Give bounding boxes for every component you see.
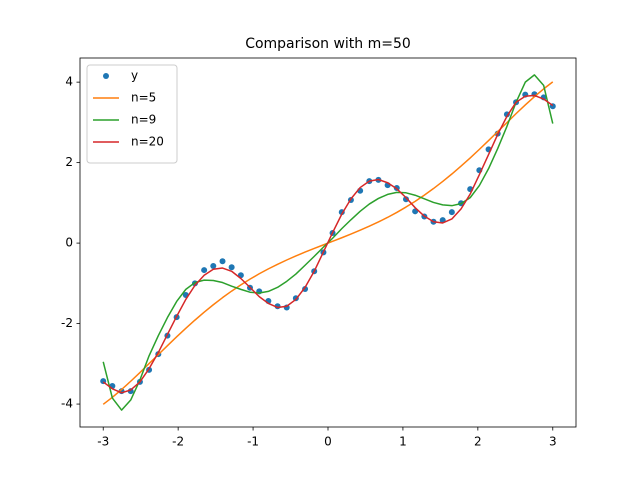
x-tick-label: 0 bbox=[324, 435, 332, 449]
legend-label: n=5 bbox=[131, 91, 156, 105]
y-tick-label: 0 bbox=[65, 236, 73, 250]
x-tick-label: -2 bbox=[172, 435, 184, 449]
chart-title: Comparison with m=50 bbox=[245, 36, 411, 52]
legend-label: n=9 bbox=[131, 113, 156, 127]
data-point bbox=[448, 209, 455, 216]
x-tick-label: 3 bbox=[549, 435, 557, 449]
x-tick-label: -1 bbox=[247, 435, 259, 449]
x-tick-label: -3 bbox=[97, 435, 109, 449]
y-tick-label: -4 bbox=[61, 397, 73, 411]
x-tick-label: 2 bbox=[474, 435, 482, 449]
data-point bbox=[228, 264, 235, 271]
legend-label: y bbox=[131, 69, 138, 83]
series-line bbox=[102, 94, 554, 394]
legend-marker bbox=[103, 73, 109, 79]
legend: y n=5 n=9 n=20 bbox=[86, 64, 178, 164]
data-point bbox=[219, 258, 226, 265]
y-tick-label: -2 bbox=[61, 316, 73, 330]
data-point bbox=[201, 267, 208, 274]
data-point bbox=[402, 196, 409, 203]
y-tick-label: 2 bbox=[65, 155, 73, 169]
y-tick-label: 4 bbox=[65, 75, 73, 89]
x-tick-label: 1 bbox=[399, 435, 407, 449]
plot-frame bbox=[79, 57, 577, 428]
legend-box bbox=[86, 64, 178, 164]
legend-label: n=20 bbox=[131, 135, 164, 149]
data-point bbox=[210, 263, 217, 270]
